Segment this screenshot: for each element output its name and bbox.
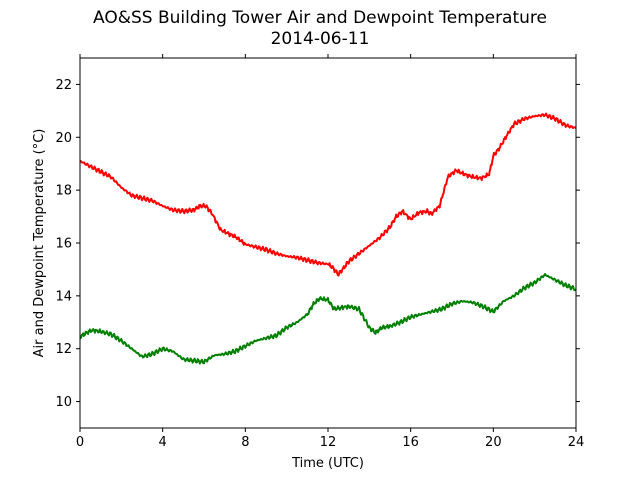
series-layer	[80, 112, 576, 365]
y-tick-label: 20	[55, 131, 72, 146]
plot-frame	[79, 57, 577, 429]
x-tick-label: 20	[485, 435, 502, 450]
series-line-2	[80, 273, 576, 365]
x-axis: 0 4 8 12 16 20 24	[76, 54, 584, 450]
chart-subtitle: 2014-06-11	[270, 29, 370, 49]
x-tick-label: 16	[402, 435, 419, 450]
y-tick-label: 14	[55, 289, 72, 304]
y-axis-label: Air and Dewpoint Temperature (°C)	[32, 129, 47, 358]
y-axis: 10 12 14 16 18 20 22	[55, 78, 580, 410]
x-tick-label: 12	[320, 435, 337, 450]
y-tick-label: 22	[55, 78, 72, 93]
chart-title: AO&SS Building Tower Air and Dewpoint Te…	[92, 8, 547, 28]
y-tick-label: 10	[55, 395, 72, 410]
y-tick-label: 18	[55, 184, 72, 199]
x-tick-label: 8	[241, 435, 249, 450]
x-tick-label: 24	[568, 435, 585, 450]
series-line-1	[80, 112, 576, 277]
y-tick-label: 12	[55, 342, 72, 357]
x-tick-label: 0	[76, 435, 84, 450]
y-tick-label: 16	[55, 237, 72, 252]
x-axis-label: Time (UTC)	[291, 456, 364, 471]
x-tick-label: 4	[159, 435, 167, 450]
